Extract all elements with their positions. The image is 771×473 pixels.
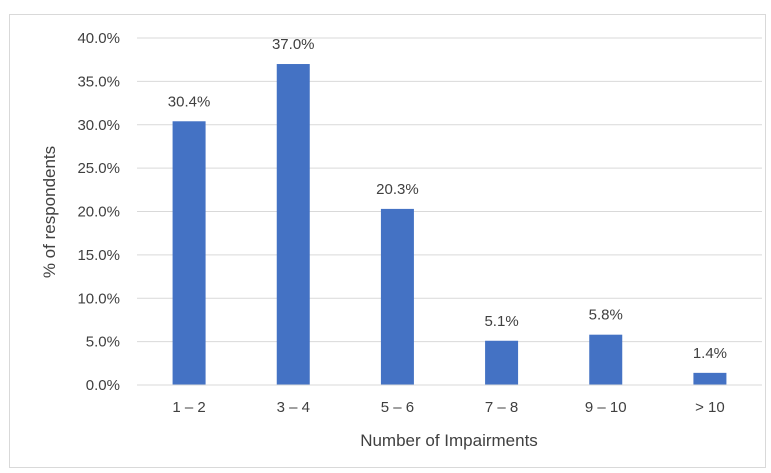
y-tick-label: 40.0% — [77, 30, 120, 47]
x-tick-label: 1 – 2 — [172, 399, 205, 416]
data-label: 37.0% — [272, 36, 315, 53]
data-label: 1.4% — [693, 345, 727, 362]
bar — [693, 372, 727, 385]
bar — [589, 334, 623, 385]
x-tick-label: > 10 — [695, 399, 725, 416]
y-tick-label: 30.0% — [77, 117, 120, 134]
bar — [380, 208, 414, 385]
y-tick-label: 25.0% — [77, 160, 120, 177]
x-tick-label: 7 – 8 — [485, 399, 518, 416]
bars — [172, 64, 727, 386]
data-label: 5.8% — [589, 307, 623, 324]
x-tick-label: 5 – 6 — [381, 399, 414, 416]
x-tick-label: 3 – 4 — [277, 399, 310, 416]
y-tick-label: 35.0% — [77, 73, 120, 90]
y-axis-title: % of respondents — [40, 146, 59, 278]
gridlines — [137, 37, 762, 343]
bar — [485, 340, 519, 385]
y-axis-tick-labels: 0.0% 5.0% 10.0% 15.0% 20.0% 25.0% 30.0% 35.0% 40… — [77, 30, 120, 394]
data-labels: 30.4% 37.0% 20.3% 5.1% 5.8% 1.4% — [168, 36, 727, 362]
data-label: 20.3% — [376, 181, 419, 198]
x-tick-label: 9 – 10 — [585, 399, 627, 416]
data-label: 5.1% — [484, 313, 518, 330]
y-tick-label: 10.0% — [77, 290, 120, 307]
y-tick-label: 15.0% — [77, 247, 120, 264]
y-tick-label: 0.0% — [86, 377, 120, 394]
data-label: 30.4% — [168, 93, 211, 110]
bar — [276, 64, 310, 386]
x-axis-tick-labels: 1 – 2 3 – 4 5 – 6 7 – 8 9 – 10 > 10 — [172, 399, 724, 416]
x-axis-title: Number of Impairments — [360, 431, 538, 450]
y-tick-label: 20.0% — [77, 204, 120, 221]
bar — [172, 121, 206, 385]
y-tick-label: 5.0% — [86, 334, 120, 351]
